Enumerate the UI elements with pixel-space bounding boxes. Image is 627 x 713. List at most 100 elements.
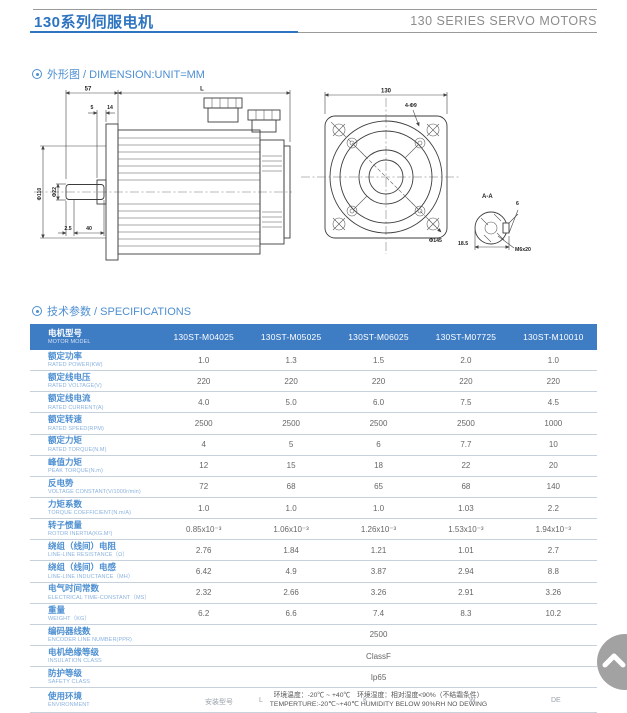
row-label: 额定功率 RATED POWER(KW) [30,351,160,368]
value-cell: 8.3 [460,609,472,619]
chevron-up-icon [602,653,626,668]
table-row: 重量 WEIGHT（KG） 6.2 6.6 7.4 8.3 10.2 [30,604,597,625]
row-label-en: ELECTRICAL TIME-CONSTANT（MS） [48,594,151,601]
row-label: 力矩系数 TORQUE COEFFICIENT(N.m/A) [30,499,160,516]
table-row: 额定转速 RATED SPEED(RPM) 2500 2500 2500 2500 1000 [30,413,597,435]
value-cell: 20 [548,461,558,471]
scroll-to-top-button[interactable] [597,634,627,690]
value-cell: 4.5 [547,397,559,407]
value-cell: 1000 [544,418,563,428]
value-cell: 1.0 [372,503,385,513]
section-a-a-view: A-A 6 18.5 M6x20 [458,194,531,253]
row-label-en: RATED CURRENT(A) [48,404,104,411]
row-label-en: INSULATION CLASS [48,658,102,665]
value-cell: 4.9 [285,566,297,576]
value-cell: 2.0 [460,355,472,365]
row-label-en: RATED TORQUE(N.M) [48,446,107,453]
table-row: 额定线电压 RATED VOLTAGE(V) 220 220 220 220 220 [30,371,597,393]
value-cell: 3.26 [545,588,562,598]
row-label: 额定转速 RATED SPEED(RPM) [30,414,160,431]
row-label-cn: 转子惯量 [48,520,83,530]
next-table-fragment: K [363,697,368,704]
next-table-fragment: 安装型号 [205,699,233,706]
row-label: 转子惯量 ROTOR INERTIA(KG.M²) [30,520,160,538]
value-cell: 2.66 [283,588,299,598]
value-cell: 1.0 [198,503,210,513]
row-label: 编码器线数 ENCODER LINE NUMBER(PPR) [30,625,160,644]
row-label: 峰值力矩 PEAK TORQUE(N.m) [30,456,160,474]
value-cell: 220 [459,376,473,386]
specifications-table: 电机型号 MOTOR MODEL 130ST-M04025 130ST-M0502… [30,324,597,713]
row-label-en: ENCODER LINE NUMBER(PPR) [48,637,132,644]
row-label-cn: 额定力矩 [48,435,83,446]
value-cell-span: ClassF [366,651,391,661]
table-row: 力矩系数 TORQUE COEFFICIENT(N.m/A) 1.0 1.0 1.0 1.… [30,498,597,520]
table-row: 额定功率 RATED POWER(KW) 1.0 1.3 1.5 2.0 1.0 [30,350,597,372]
row-label: 绕组（线间）电感 LINE-LINE INDUCTANCE（MH） [30,562,160,579]
row-label-cn: 编码器线数 [48,625,91,636]
value-cell: 220 [546,376,560,386]
front-view: Φ145 4-Φ9 130 [301,89,461,254]
value-cell: 1.26x10⁻³ [360,524,397,534]
row-label: 额定线电压 RATED VOLTAGE(V) [30,372,160,389]
value-cell: 0.85x10⁻³ [186,524,222,534]
dim-label-thread: M6x20 [515,247,531,253]
table-row: 峰值力矩 PEAK TORQUE(N.m) 12 15 18 22 20 [30,456,597,477]
value-cell: 10 [548,440,558,450]
value-cell: 1.5 [372,355,385,365]
dim-label-57: 57 [85,87,92,93]
value-cell-span: Ip65 [370,672,387,682]
row-label-cn: 峰值力矩 [48,456,83,467]
row-label: 电气时间常数 ELECTRICAL TIME-CONSTANT（MS） [30,583,160,601]
value-cell: 3.26 [370,588,387,598]
value-cell: 15 [286,461,296,471]
value-cell: 5 [288,440,294,450]
dim-label-6: 6 [516,201,519,207]
header-underline-gray [298,31,597,33]
row-label-cn: 额定线电压 [48,372,91,383]
row-label-en: VOLTAGE CONSTANT(V/1000r/min) [48,489,141,496]
value-cell: 1.01 [458,545,474,555]
value-cell: 2.7 [547,545,559,555]
dim-label-18-5: 18.5 [458,241,468,247]
value-cell: 8.8 [547,566,559,576]
value-cell: 6.6 [285,609,297,619]
value-cell: 2.94 [458,566,474,576]
value-cell: 3.87 [370,566,387,576]
value-cell: 6.2 [198,609,210,619]
value-cell: 2500 [282,418,300,428]
row-label-en: LINE-LINE RESISTANCE（Ω） [48,552,128,559]
row-label-cn: 重量 [48,604,66,615]
value-cell: 1.3 [285,355,297,365]
row-label: 反电势 VOLTAGE CONSTANT(V/1000r/min) [30,478,160,496]
value-cell: 1.03 [458,503,474,513]
header-underline-blue [30,31,298,33]
table-row: 防护等级 SAFETY CLASS Ip65 [30,667,597,689]
row-label-en: WEIGHT（KG） [48,615,90,622]
dimension-diagram: 57 L 5 14 Φ110 Φ22 2.5 40 [30,84,597,297]
connector-plugs [203,97,281,133]
dim-label-shaft-dia: Φ22 [52,187,58,197]
row-label: 电机绝缘等级 INSULATION CLASS [30,647,160,665]
value-cell: 1.0 [547,355,559,365]
value-cell: 6.42 [195,566,212,576]
row-label-cn: 额定线电流 [48,393,91,404]
value-cell: 12 [199,461,209,471]
model-column-header: 130ST-M04025 [173,332,234,342]
row-label-en: ROTOR INERTIA(KG.M²) [48,531,113,538]
motor-model-label-cn: 电机型号 [48,327,83,338]
value-cell: 1.0 [198,355,210,365]
value-cell: 6 [376,440,381,450]
row-label-cn: 防护等级 [48,667,83,678]
section-label: A-A [482,194,493,200]
value-cell: 68 [461,482,471,492]
value-cell: 1.94x10⁻³ [535,524,571,534]
value-cell: 1.21 [370,545,387,555]
table-row: 绕组（线间）电感 LINE-LINE INDUCTANCE（MH） 6.42 4.9 3… [30,561,597,583]
mounting-holes [332,123,440,231]
dim-label-L: L [200,87,204,93]
dim-label-2-5: 2.5 [64,226,71,232]
row-label-cn: 电气时间常数 [48,583,100,594]
row-label: 绕组（线间）电阻 LINE-LINE RESISTANCE（Ω） [30,541,160,559]
